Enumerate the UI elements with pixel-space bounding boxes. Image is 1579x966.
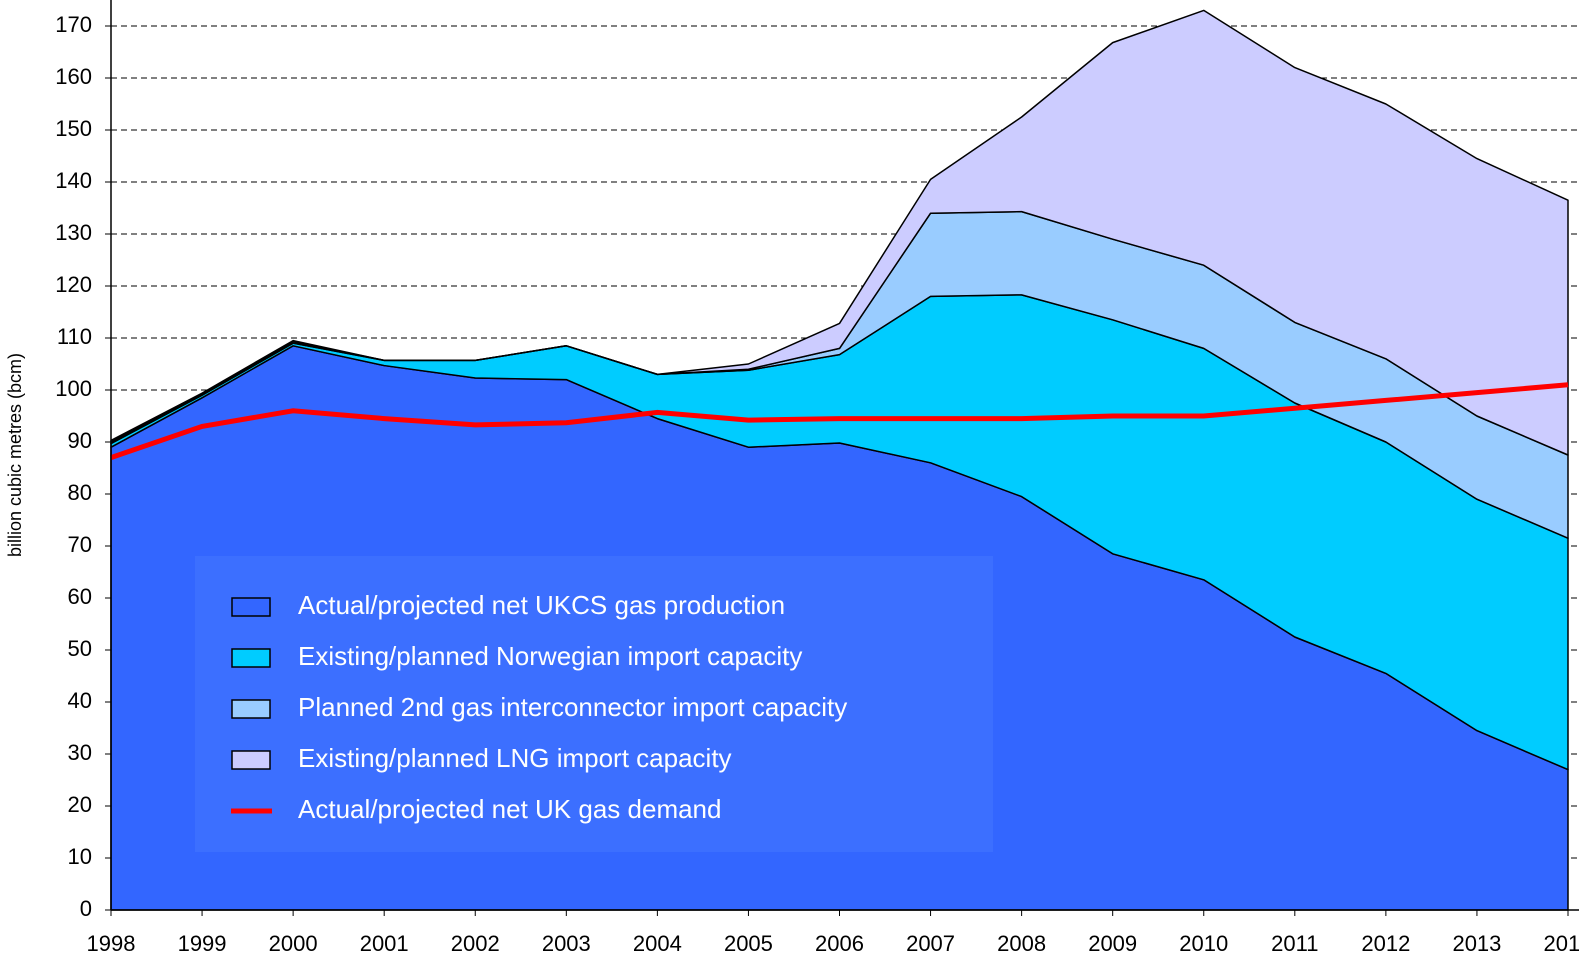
- y-tick-label: 50: [68, 636, 92, 661]
- legend-swatch: [231, 597, 271, 617]
- demand-line: [110, 382, 1569, 460]
- y-tick-label: 0: [80, 896, 92, 921]
- legend-label: Existing/planned Norwegian import capaci…: [298, 641, 802, 671]
- y-axis-label: billion cubic metres (bcm): [5, 353, 25, 557]
- y-tick-label: 20: [68, 792, 92, 817]
- x-tick-label: 2006: [815, 931, 864, 956]
- x-tick-label: 2000: [269, 931, 318, 956]
- x-tick-label: 2008: [997, 931, 1046, 956]
- x-tick-label: 2004: [633, 931, 682, 956]
- y-tick-label: 130: [55, 220, 92, 245]
- legend-label: Actual/projected net UK gas demand: [298, 794, 721, 824]
- x-tick-label: 1999: [178, 931, 227, 956]
- y-tick-label: 80: [68, 480, 92, 505]
- y-tick-label: 90: [68, 428, 92, 453]
- area: [110, 9, 1569, 456]
- y-tick-label: 100: [55, 376, 92, 401]
- y-tick-label: 110: [57, 324, 92, 349]
- y-tick-label: 10: [68, 844, 92, 869]
- legend-label: Actual/projected net UKCS gas production: [298, 590, 785, 620]
- x-tick-label: 2011: [1271, 931, 1318, 956]
- x-tick-label: 2002: [451, 931, 500, 956]
- y-tick-label: 170: [55, 12, 92, 37]
- x-tick-label: 2009: [1088, 931, 1137, 956]
- legend-swatch: [231, 648, 271, 668]
- legend-swatch: [231, 699, 271, 719]
- x-tick-label: 2007: [906, 931, 955, 956]
- y-tick-label: 140: [55, 168, 92, 193]
- legend-box: [195, 556, 993, 852]
- x-tick-label: 2003: [542, 931, 591, 956]
- x-tick-label: 2012: [1361, 931, 1410, 956]
- legend-swatch: [231, 750, 271, 770]
- y-tick-label: 40: [68, 688, 92, 713]
- x-tick-label: 2010: [1179, 931, 1228, 956]
- x-tick-label: 2013: [1452, 931, 1501, 956]
- x-tick-label: 2005: [724, 931, 773, 956]
- x-tick-label: 1998: [87, 931, 136, 956]
- x-tick-label: 2001: [360, 931, 409, 956]
- y-tick-label: 70: [68, 532, 92, 557]
- y-tick-label: 150: [55, 116, 92, 141]
- legend-label: Existing/planned LNG import capacity: [298, 743, 732, 773]
- y-tick-label: 120: [55, 272, 92, 297]
- y-tick-label: 30: [68, 740, 92, 765]
- y-tick-label: 160: [55, 64, 92, 89]
- x-tick-label: 2014: [1544, 931, 1579, 956]
- legend-label: Planned 2nd gas interconnector import ca…: [298, 692, 847, 722]
- y-tick-label: 60: [68, 584, 92, 609]
